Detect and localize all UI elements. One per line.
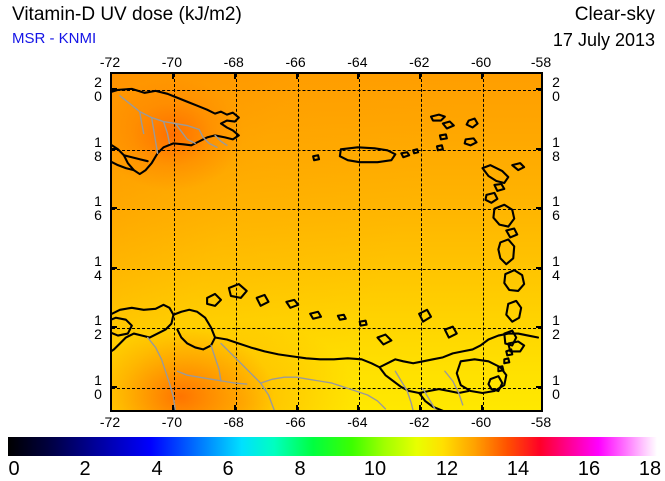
tick-top--60: [481, 72, 484, 79]
tick-top--58: [541, 72, 543, 79]
tick-bottom--62: [419, 405, 422, 412]
axis-label-top-2: -68: [223, 54, 244, 70]
colorbar-label-0: 0: [8, 458, 20, 480]
colorbar-label-14: 14: [506, 458, 530, 480]
colorbar-label-16: 16: [577, 458, 601, 480]
axis-label-top-3: -66: [285, 54, 306, 70]
data-source-label: MSR - KNMI: [12, 30, 97, 47]
axis-label-bottom-5: -62: [409, 414, 430, 430]
date-label: 17 July 2013: [552, 30, 655, 50]
tick-bottom--70: [171, 405, 174, 412]
colorbar-label-8: 8: [294, 458, 306, 480]
tick-top--62: [419, 72, 422, 79]
axis-label-bottom-3: -66: [285, 414, 306, 430]
tick-left-20: [110, 88, 117, 90]
axis-label-bottom-1: -70: [161, 414, 183, 430]
tick-bottom--60: [481, 405, 484, 412]
tick-left-18: [110, 147, 117, 150]
axis-label-bottom-7: -58: [530, 414, 552, 430]
axis-label-left-0: 20: [90, 74, 106, 102]
tick-bottom--66: [295, 405, 298, 412]
tick-top--64: [357, 72, 360, 79]
axis-label-bottom-0: -72: [99, 414, 121, 430]
tick-right-20: [536, 88, 543, 90]
tick-right-12: [536, 326, 543, 329]
colorbar-label-10: 10: [363, 458, 387, 480]
colorbar-label-18: 18: [638, 458, 662, 480]
tick-bottom--72: [110, 405, 112, 412]
axis-label-left-5: 10: [90, 372, 106, 400]
axis-label-top-1: -70: [161, 54, 183, 70]
tick-right-18: [536, 147, 543, 150]
tick-bottom--58: [541, 405, 543, 412]
page-title: Vitamin-D UV dose (kJ/m2): [12, 4, 242, 25]
axis-label-left-3: 14: [90, 252, 106, 281]
axis-label-top-4: -64: [347, 54, 368, 70]
axis-label-left-1: 18: [90, 133, 106, 162]
axis-label-right-4: 12: [548, 312, 564, 341]
tick-bottom--68: [233, 405, 236, 412]
colorbar-label-4: 4: [151, 458, 163, 480]
tick-left-12: [110, 326, 117, 329]
colorbar[interactable]: [8, 437, 657, 456]
axis-label-left-4: 12: [90, 312, 106, 341]
tick-right-10: [536, 386, 543, 388]
sky-condition-label: Clear-sky: [574, 4, 655, 25]
tick-left-10: [110, 386, 117, 388]
axis-label-bottom-4: -64: [347, 414, 368, 430]
axis-label-right-2: 16: [548, 193, 564, 222]
tick-top--66: [295, 72, 298, 79]
uv-dose-heatmap-field: [112, 74, 541, 410]
colorbar-label-6: 6: [222, 458, 234, 480]
tick-left-14: [110, 266, 117, 269]
tick-top--72: [110, 72, 112, 79]
axis-label-right-1: 18: [548, 133, 564, 162]
axis-label-top-5: -62: [409, 54, 430, 70]
axis-label-top-7: -58: [530, 54, 552, 70]
axis-label-top-0: -72: [99, 54, 121, 70]
axis-label-left-2: 16: [90, 193, 106, 222]
colorbar-label-12: 12: [435, 458, 459, 480]
colorbar-label-2: 2: [79, 458, 91, 480]
tick-left-16: [110, 207, 117, 210]
axis-label-top-6: -60: [470, 54, 492, 70]
map-plot-area[interactable]: [110, 72, 543, 412]
tick-right-14: [536, 266, 543, 269]
tick-bottom--64: [357, 405, 360, 412]
axis-label-bottom-6: -60: [470, 414, 492, 430]
tick-top--70: [171, 72, 174, 79]
tick-right-16: [536, 207, 543, 210]
colorbar-gradient: [8, 437, 657, 456]
axis-label-right-3: 14: [548, 252, 564, 281]
axis-label-right-0: 20: [548, 74, 564, 102]
axis-label-bottom-2: -68: [223, 414, 244, 430]
tick-top--68: [233, 72, 236, 79]
axis-label-right-5: 10: [548, 372, 564, 400]
